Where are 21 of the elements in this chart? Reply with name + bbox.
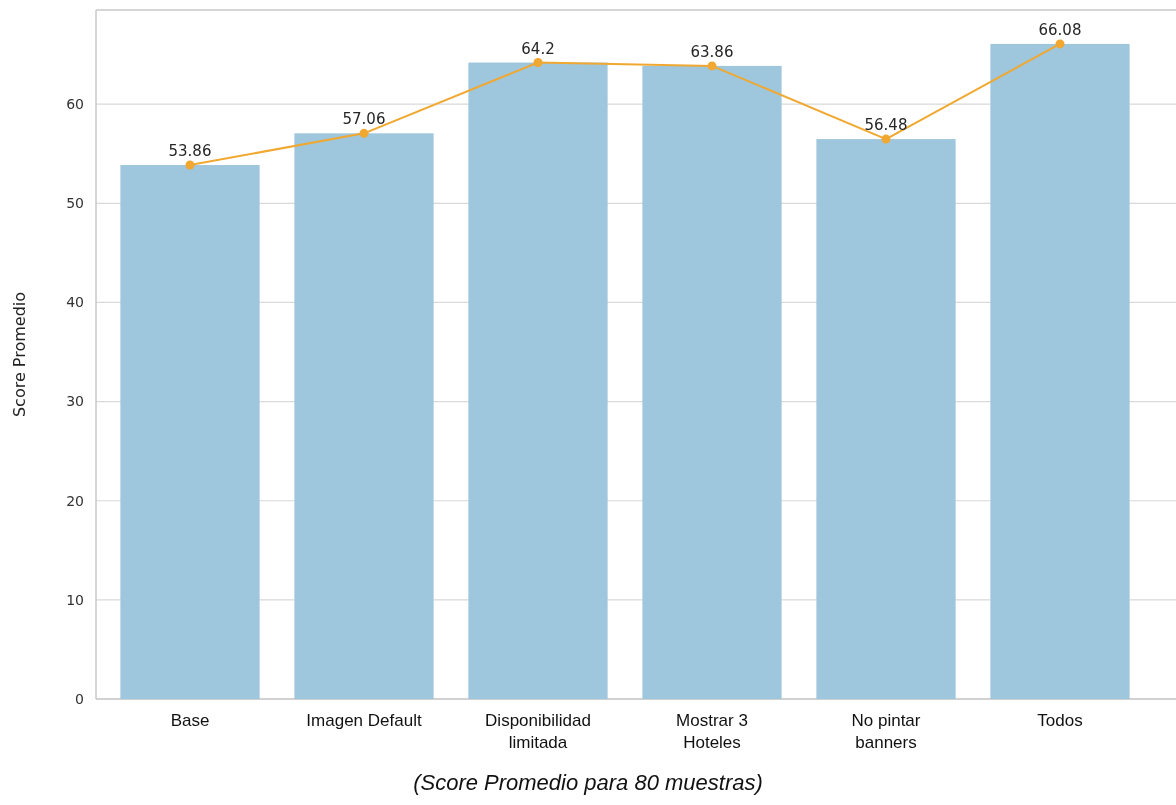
x-tick-label: Mostrar 3 Hoteles <box>676 711 748 752</box>
y-axis-title: Score Promedio <box>10 291 29 418</box>
y-tick-label: 60 <box>66 96 84 113</box>
y-tick-label: 10 <box>66 591 84 608</box>
data-label: 64.2 <box>521 39 555 58</box>
text: (Score Promedio para 80 muestras) <box>413 770 763 795</box>
y-tick-label: 20 <box>66 492 84 509</box>
x-tick-label: Imagen Default <box>306 711 422 730</box>
data-label: 57.06 <box>342 110 386 129</box>
y-tick-label: 50 <box>66 195 84 212</box>
x-tick-label: No pintar banners <box>851 711 921 752</box>
x-tick-label: Todos <box>1037 711 1083 730</box>
data-label: 53.86 <box>168 142 212 161</box>
y-tick-label: 30 <box>66 393 84 410</box>
data-label: 66.08 <box>1038 20 1082 39</box>
x-tick-label: Disponibilidad limitada <box>485 711 591 752</box>
x-tick-label: Base <box>170 711 210 730</box>
data-label: 63.86 <box>690 42 734 61</box>
y-tick-label: 40 <box>66 294 84 311</box>
y-tick-label: 0 <box>75 690 84 707</box>
data-label: 56.48 <box>864 116 908 135</box>
